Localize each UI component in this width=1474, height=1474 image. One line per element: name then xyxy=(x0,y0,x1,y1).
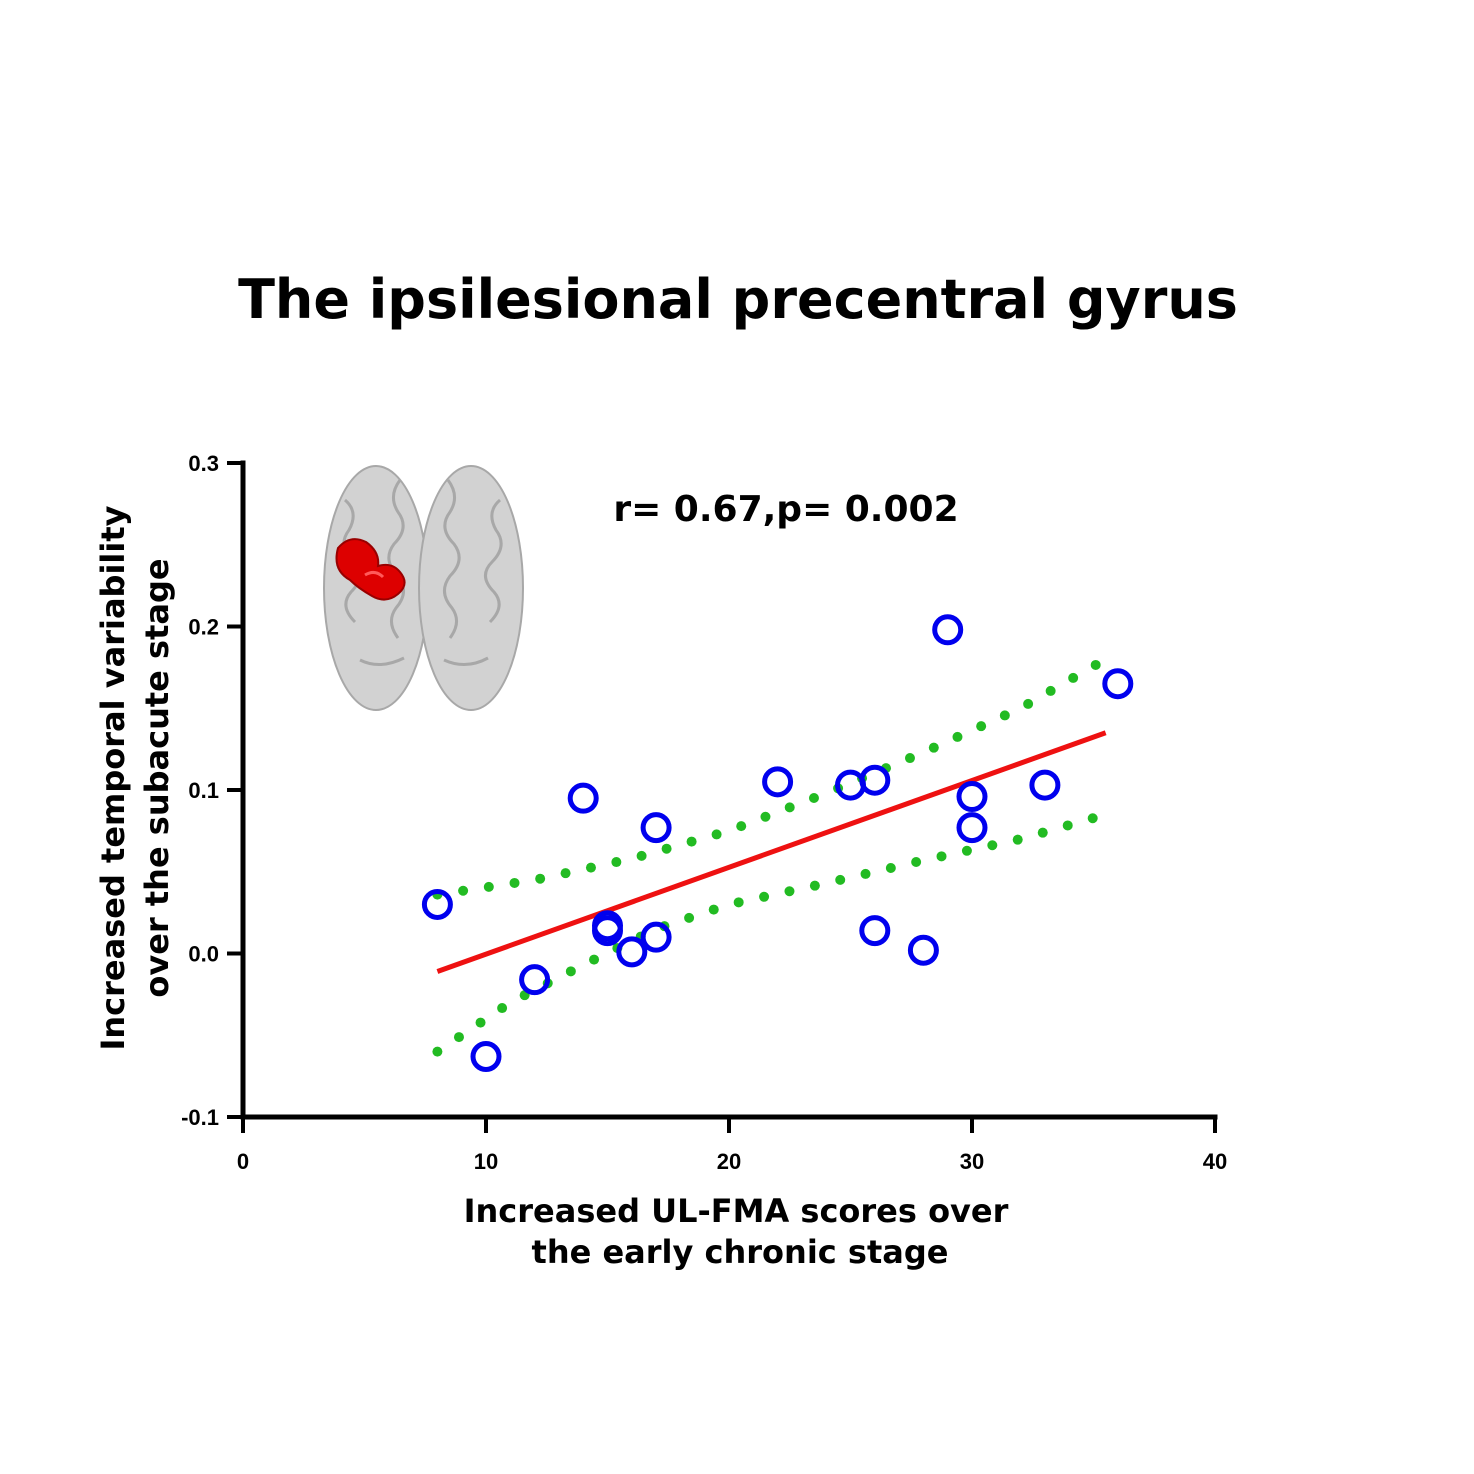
lower-band-dot xyxy=(708,904,719,915)
data-point xyxy=(762,766,794,798)
lower-band-dot xyxy=(961,845,972,856)
y-axis-label-line-2: over the subacute stage xyxy=(138,558,176,997)
fit-line xyxy=(436,730,1107,974)
chart-title: The ipsilesional precentral gyrus xyxy=(238,268,1238,331)
lower-band-dot xyxy=(911,857,922,868)
data-point xyxy=(907,934,939,966)
upper-band-dot xyxy=(585,862,596,873)
data-point xyxy=(421,888,453,920)
upper-band-dot xyxy=(1023,698,1034,709)
lower-band-dot xyxy=(684,912,695,923)
data-point xyxy=(956,812,988,844)
lower-band-dot xyxy=(1012,834,1023,845)
data-point xyxy=(616,936,648,968)
x-axis-label-line-1: Increased UL-FMA scores over xyxy=(464,1192,1009,1230)
upper-band-dot xyxy=(1068,672,1079,683)
upper-band-dot xyxy=(509,877,520,888)
lower-band-dot xyxy=(1062,820,1073,831)
lower-band-dot xyxy=(759,891,770,902)
upper-band-dot xyxy=(611,857,622,868)
upper-band-dot xyxy=(808,793,819,804)
y-tick-label: 0.3 xyxy=(188,451,219,476)
upper-band-dot xyxy=(976,721,987,732)
upper-band-dot xyxy=(661,843,672,854)
regression-fit xyxy=(436,730,1107,974)
y-tick-label: -0.1 xyxy=(181,1105,219,1130)
data-point xyxy=(1102,668,1134,700)
upper-band-dot xyxy=(711,829,722,840)
upper-band-dot xyxy=(686,836,697,847)
data-point xyxy=(470,1041,502,1073)
data-point xyxy=(640,812,672,844)
upper-band-dot xyxy=(636,850,647,861)
lower-band-dot xyxy=(860,868,871,879)
upper-band-dot xyxy=(760,811,771,822)
y-axis-label-line-1: Increased temporal variability xyxy=(94,505,132,1050)
x-tick-label: 30 xyxy=(960,1149,984,1174)
lower-band-dot xyxy=(1037,827,1048,838)
upper-band-dot xyxy=(535,873,546,884)
upper-band-dot xyxy=(458,885,469,896)
lower-band-dot xyxy=(1087,813,1098,824)
upper-band-dot xyxy=(1045,685,1056,696)
data-point xyxy=(592,910,623,942)
x-tick-label: 0 xyxy=(237,1149,249,1174)
lower-band-dot xyxy=(835,874,846,885)
upper-band-dot xyxy=(928,742,939,753)
upper-band-dot xyxy=(1090,659,1101,670)
lower-band-dot xyxy=(936,851,947,862)
y-tick-label: 0.1 xyxy=(188,778,219,803)
data-point xyxy=(519,964,551,996)
upper-band-dot xyxy=(736,821,747,832)
brain-render-icon xyxy=(323,465,524,711)
correlation-annotation: r= 0.67,p= 0.002 xyxy=(613,489,958,530)
x-tick-label: 40 xyxy=(1203,1149,1227,1174)
lower-band-dot xyxy=(475,1017,486,1028)
data-points xyxy=(421,614,1134,1073)
lower-band-dot xyxy=(809,880,820,891)
data-point xyxy=(567,782,599,814)
x-tick-label: 10 xyxy=(474,1149,498,1174)
lower-band-dot xyxy=(453,1032,464,1043)
upper-band-dot xyxy=(952,731,963,742)
lower-band-dot xyxy=(432,1046,443,1057)
upper-band-dot xyxy=(483,881,494,892)
axes: -0.1 0.0 0.1 0.2 0.3 0 10 20 30 40 xyxy=(181,451,1227,1174)
lower-band-dot xyxy=(497,1003,508,1014)
upper-band-dot xyxy=(784,802,795,813)
x-axis-label-line-2: the early chronic stage xyxy=(532,1233,949,1271)
y-tick-label: 0.2 xyxy=(188,615,219,640)
lower-band-dot xyxy=(987,840,998,851)
data-point xyxy=(859,764,891,796)
lower-band-dot xyxy=(589,954,600,965)
data-point xyxy=(932,614,964,646)
data-point xyxy=(640,921,672,953)
data-point xyxy=(859,915,891,947)
data-point xyxy=(1029,769,1061,801)
upper-band-dot xyxy=(904,753,915,764)
lower-band-dot xyxy=(784,886,795,897)
lower-band-dot xyxy=(733,897,744,908)
y-tick-label: 0.0 xyxy=(188,942,219,967)
data-point xyxy=(956,781,988,813)
upper-band-dot xyxy=(999,710,1010,721)
x-tick-label: 20 xyxy=(717,1149,741,1174)
upper-band-dot xyxy=(560,868,571,879)
lower-band-dot xyxy=(885,862,896,873)
lower-band-dot xyxy=(565,966,576,977)
